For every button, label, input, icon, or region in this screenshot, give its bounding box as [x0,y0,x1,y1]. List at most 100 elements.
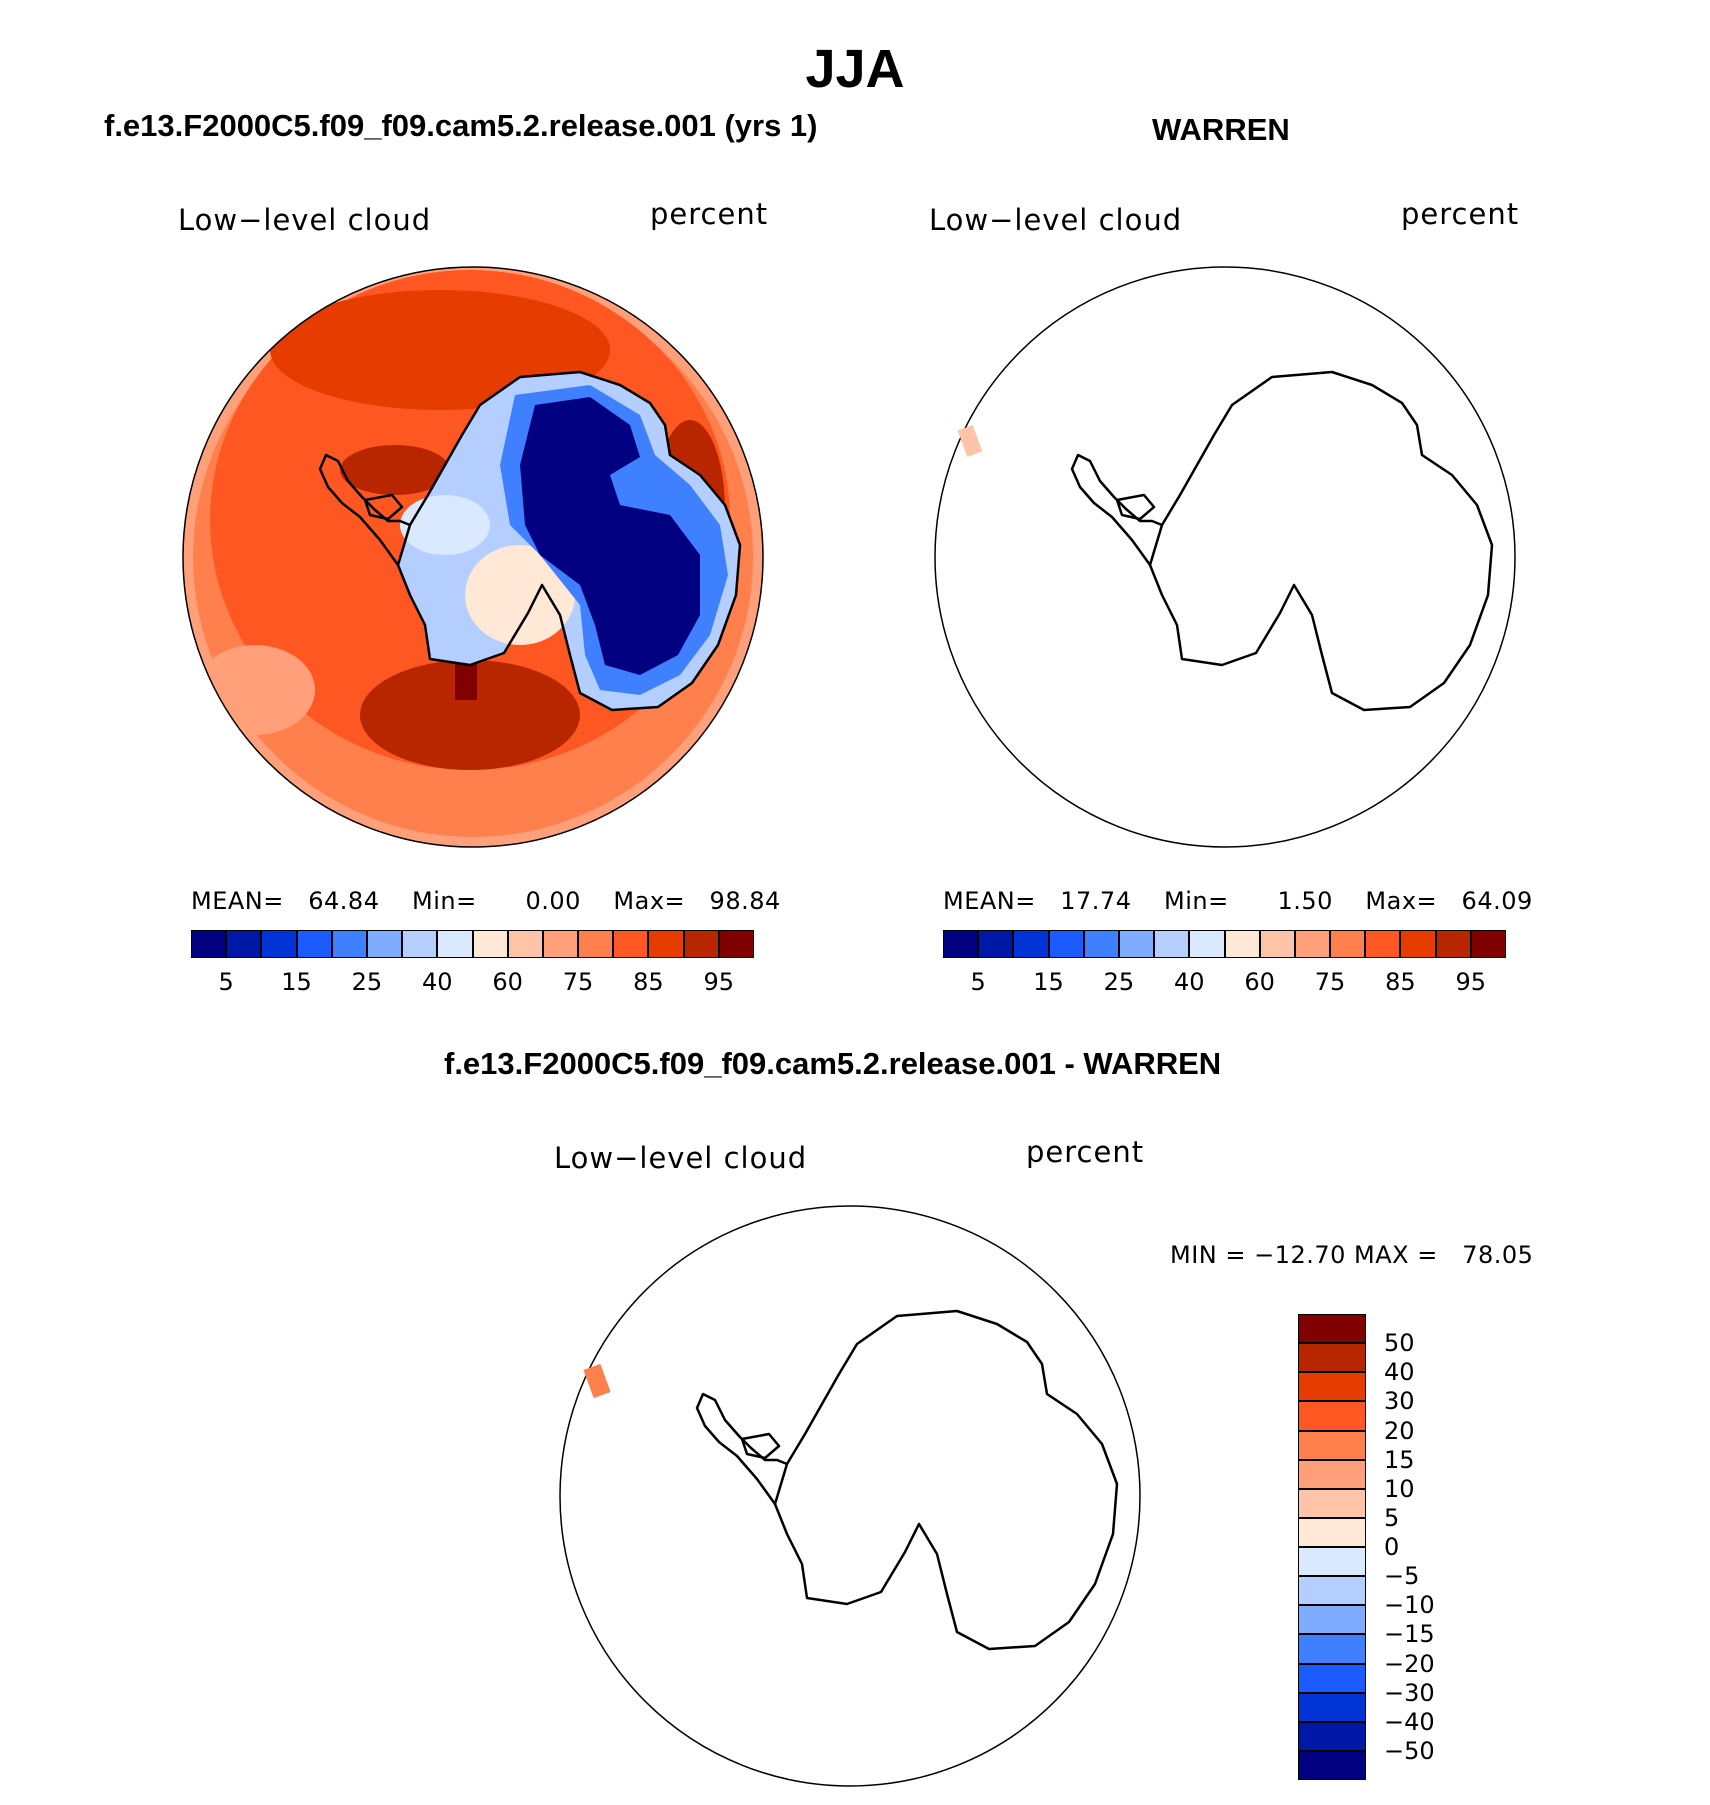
colorbar-swatch [472,930,508,958]
colorbar-swatch [191,930,227,958]
colorbar-tick-label: 15 [1033,968,1064,996]
diff-units-label: percent [1026,1135,1145,1169]
colorbar-tick-label: 15 [1384,1445,1415,1474]
colorbar-swatch [1470,930,1506,958]
colorbar-swatch [578,930,614,958]
colorbar-swatch [1298,1343,1366,1373]
colorbar-tick-label: 5 [1384,1503,1400,1532]
diff-stats: MIN = −12.70 MAX = 78.05 [1170,1241,1534,1269]
colorbar-swatch [1298,1547,1366,1577]
colorbar-swatch [1298,1401,1366,1431]
model-colorbar [191,930,754,958]
colorbar-swatch [366,930,403,958]
colorbar-swatch [1400,930,1436,958]
obs-min-value: 1.50 [1277,887,1333,915]
diff-panel-title: f.e13.F2000C5.f09_f09.cam5.2.release.001… [444,1046,1222,1081]
colorbar-swatch [1294,930,1331,958]
colorbar-swatch [1298,1372,1366,1402]
colorbar-tick-label: −10 [1384,1591,1435,1620]
obs-mean-label: MEAN= [943,887,1036,915]
colorbar-tick-label: 75 [1314,968,1346,996]
colorbar-tick-label: 0 [1384,1533,1400,1561]
colorbar-swatch [1224,930,1260,958]
colorbar-tick-label: −30 [1384,1678,1435,1707]
colorbar-swatch [1298,1459,1366,1489]
colorbar-tick-label: 10 [1384,1474,1415,1503]
colorbar-tick-label: 85 [1385,968,1416,996]
colorbar-swatch [1259,930,1295,958]
colorbar-tick-label: −40 [1384,1707,1435,1736]
colorbar-tick-label: 40 [1384,1358,1415,1387]
colorbar-swatch [943,930,979,958]
colorbar-tick-label: 30 [1384,1387,1415,1416]
colorbar-tick-label: 85 [633,968,664,996]
obs-mean-value: 17.74 [1060,887,1132,915]
colorbar-swatch [1298,1721,1366,1751]
diff-colorbar-ticks: 50 40 30 20 15 10 5 0 −5 −10 −15 −20 −30 −40 −50 [1384,1314,1504,1794]
model-map [182,266,764,848]
colorbar-swatch [1298,1663,1366,1693]
obs-variable-label: Low−level cloud [929,203,1183,237]
colorbar-tick-label: 60 [1244,968,1275,996]
obs-map [934,266,1516,848]
colorbar-swatch [613,930,649,958]
colorbar-tick-label: 75 [562,968,594,996]
colorbar-tick-label: −5 [1384,1562,1420,1591]
colorbar-swatch [1298,1314,1366,1344]
colorbar-tick-label: 40 [1174,968,1205,996]
diff-colorbar [1298,1314,1366,1780]
colorbar-swatch [542,930,579,958]
colorbar-swatch [261,930,297,958]
model-min-label: Min= [411,887,477,915]
colorbar-tick-label: 95 [1455,968,1487,996]
colorbar-tick-label: 5 [970,968,986,996]
obs-min-label: Min= [1163,887,1229,915]
model-mean-label: MEAN= [191,887,284,915]
obs-data-patch [957,425,983,457]
obs-colorbar-ticks: 5 15 25 40 60 75 85 95 [0,968,1710,998]
model-max-value: 98.84 [709,887,781,915]
colorbar-tick-label: 5 [218,968,234,996]
obs-panel-title: WARREN [1152,112,1290,147]
colorbar-tick-label: 40 [422,968,453,996]
colorbar-tick-label: 25 [351,968,383,996]
colorbar-swatch [402,930,438,958]
obs-max-value: 64.09 [1461,887,1533,915]
colorbar-tick-label: −15 [1384,1620,1435,1649]
colorbar-swatch [978,930,1014,958]
colorbar-swatch [1298,1634,1366,1664]
figure-title: JJA [805,39,905,99]
model-max-label: Max= [613,887,686,915]
colorbar-tick-label: −50 [1384,1736,1435,1765]
colorbar-swatch [1083,930,1119,958]
colorbar-swatch [1298,1576,1366,1606]
colorbar-swatch [1365,930,1401,958]
colorbar-swatch [718,930,754,958]
colorbar-swatch [1189,930,1225,958]
diff-data-patch [583,1363,611,1399]
diff-variable-label: Low−level cloud [554,1141,808,1175]
colorbar-tick-label: 15 [281,968,312,996]
obs-colorbar [943,930,1506,958]
colorbar-swatch [1298,1488,1366,1518]
colorbar-swatch [331,930,367,958]
colorbar-swatch [1298,1430,1366,1460]
model-min-value: 0.00 [525,887,581,915]
colorbar-swatch [1298,1605,1366,1635]
colorbar-tick-label: 25 [1103,968,1135,996]
model-stats: MEAN= 64.84 Min= 0.00 Max= 98.84 [191,887,781,915]
model-mean-value: 64.84 [308,887,380,915]
colorbar-swatch [1298,1750,1366,1780]
colorbar-swatch [1298,1517,1366,1547]
obs-max-label: Max= [1365,887,1438,915]
colorbar-swatch [1013,930,1049,958]
colorbar-swatch [226,930,262,958]
model-panel-title: f.e13.F2000C5.f09_f09.cam5.2.release.001… [104,108,818,143]
colorbar-swatch [1330,930,1366,958]
colorbar-swatch [648,930,684,958]
colorbar-tick-label: 20 [1384,1416,1415,1445]
colorbar-swatch [1048,930,1084,958]
colorbar-swatch [507,930,543,958]
colorbar-swatch [1435,930,1471,958]
